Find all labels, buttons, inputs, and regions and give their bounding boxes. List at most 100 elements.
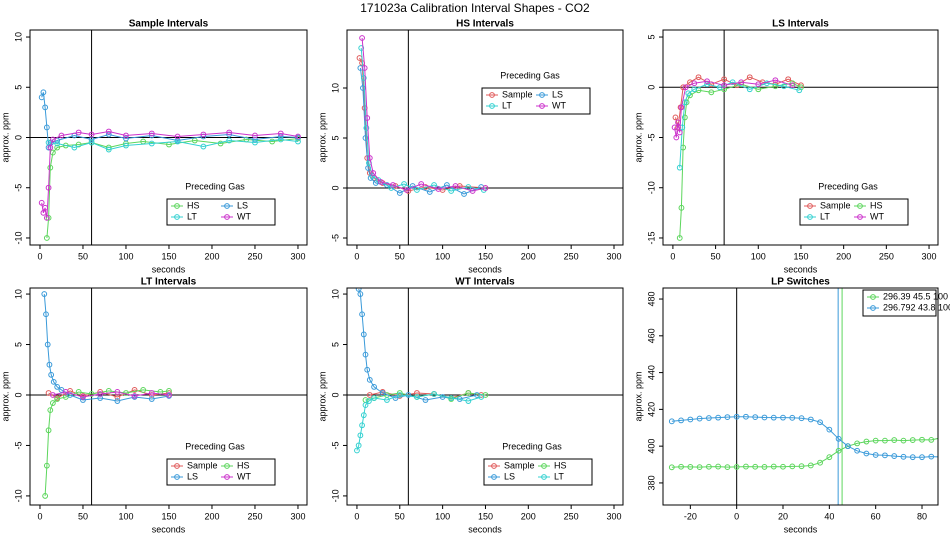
data-point	[807, 462, 814, 469]
data-point	[45, 184, 52, 191]
data-point	[789, 80, 796, 87]
x-tick-label: 300	[922, 251, 937, 261]
data-point	[435, 186, 442, 192]
data-point	[478, 394, 485, 400]
data-point	[62, 389, 69, 395]
data-point	[426, 189, 433, 195]
x-tick-label: 100	[118, 511, 133, 521]
data-point	[715, 414, 722, 421]
data-point	[721, 76, 728, 83]
data-point	[366, 398, 372, 404]
data-point	[47, 407, 54, 414]
data-point	[403, 187, 410, 193]
x-tick-label: 250	[247, 511, 262, 521]
y-tick-label: 380	[646, 475, 656, 490]
y-tick-label: 5	[330, 342, 340, 347]
data-point	[42, 104, 49, 111]
data-point	[683, 99, 690, 106]
data-point	[359, 35, 365, 41]
x-tick-label: 250	[879, 251, 894, 261]
legend-box	[799, 198, 909, 226]
series-line	[671, 416, 938, 458]
data-point	[673, 134, 680, 141]
x-tick-label: 100	[118, 251, 133, 261]
data-point	[200, 131, 207, 138]
data-point	[909, 437, 916, 443]
data-point	[277, 130, 284, 137]
data-point	[363, 125, 370, 131]
data-point	[724, 464, 731, 471]
data-point	[746, 74, 753, 81]
y-tick-label: 460	[646, 328, 656, 343]
data-point	[761, 464, 768, 470]
series-line	[671, 437, 938, 468]
x-tick-label: 50	[78, 511, 88, 521]
data-point	[359, 422, 365, 429]
series-line	[356, 393, 482, 451]
legend-label: LT	[187, 211, 197, 221]
panel-title: LS Intervals	[772, 19, 829, 30]
legend-label: HS	[870, 200, 883, 210]
data-point	[88, 139, 95, 146]
data-point	[358, 45, 365, 51]
data-point	[789, 414, 796, 421]
data-point	[780, 83, 787, 90]
data-point	[746, 86, 753, 93]
data-point	[80, 394, 86, 400]
data-point	[123, 142, 129, 149]
data-point	[882, 452, 888, 459]
data-point	[469, 188, 476, 194]
x-tick-label: 50	[711, 251, 721, 261]
x-tick-label: 50	[78, 251, 88, 261]
data-point	[687, 416, 694, 423]
x-tick-label: 150	[478, 251, 493, 261]
data-point	[919, 436, 925, 443]
data-point	[835, 435, 842, 442]
x-tick-label: 150	[478, 511, 493, 521]
data-point	[672, 114, 679, 121]
data-point	[364, 115, 371, 121]
legend-box	[166, 458, 276, 486]
data-point	[724, 414, 731, 420]
data-point	[166, 390, 172, 396]
legend-label: HS	[237, 460, 250, 470]
data-point	[396, 392, 403, 398]
series-line	[359, 57, 486, 192]
data-point	[364, 366, 371, 373]
legend-label: WT	[552, 100, 566, 110]
plot-area	[663, 30, 938, 245]
data-point	[277, 133, 284, 140]
y-tick-label: 440	[646, 365, 656, 380]
data-point	[54, 384, 61, 390]
data-point	[75, 129, 82, 136]
legend-box	[166, 198, 276, 226]
plot-area	[347, 30, 623, 245]
figure-title: 171023a Calibration Interval Shapes - CO…	[360, 1, 590, 15]
y-tick-label: 400	[646, 439, 656, 454]
legend-marker	[491, 474, 497, 480]
data-point	[798, 84, 804, 91]
data-point	[671, 124, 678, 131]
plot-frame	[346, 29, 624, 246]
series-line	[361, 37, 486, 192]
data-point	[148, 140, 155, 147]
data-point	[277, 136, 284, 143]
panel: LP Switches seconds approx. ppm -20 0 20 40 60 8…	[633, 277, 950, 535]
data-point	[448, 188, 455, 194]
data-point	[685, 90, 692, 97]
data-point	[252, 139, 258, 146]
data-point	[882, 437, 888, 444]
data-point	[360, 75, 367, 81]
x-axis-label: seconds	[152, 524, 186, 534]
data-point	[226, 137, 233, 144]
x-tick-label: 250	[247, 251, 262, 261]
data-point	[390, 182, 396, 188]
legend-label: WT	[870, 211, 884, 221]
series-line	[679, 82, 802, 239]
data-point	[772, 83, 779, 90]
data-point	[682, 84, 689, 91]
plot-frame	[662, 29, 939, 246]
legend-label: LS	[552, 89, 563, 99]
legend-title: Preceding Gas	[185, 181, 245, 191]
